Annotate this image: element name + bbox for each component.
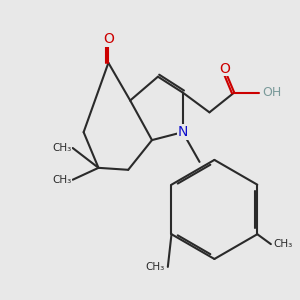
Text: O: O (103, 32, 114, 46)
Text: CH₃: CH₃ (274, 239, 293, 249)
Text: N: N (178, 125, 188, 139)
Text: O: O (219, 62, 230, 76)
Text: CH₃: CH₃ (146, 262, 165, 272)
Text: CH₃: CH₃ (52, 143, 71, 153)
Text: OH: OH (262, 86, 282, 99)
Text: CH₃: CH₃ (52, 175, 71, 185)
